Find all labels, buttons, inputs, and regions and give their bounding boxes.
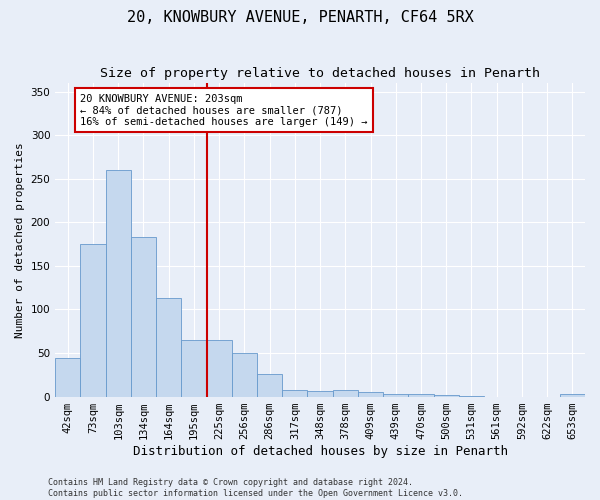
Text: 20 KNOWBURY AVENUE: 203sqm
← 84% of detached houses are smaller (787)
16% of sem: 20 KNOWBURY AVENUE: 203sqm ← 84% of deta… <box>80 94 368 126</box>
Bar <box>80 244 106 396</box>
Bar <box>358 392 383 396</box>
Bar <box>131 237 156 396</box>
Text: Contains HM Land Registry data © Crown copyright and database right 2024.
Contai: Contains HM Land Registry data © Crown c… <box>48 478 463 498</box>
Text: 20, KNOWBURY AVENUE, PENARTH, CF64 5RX: 20, KNOWBURY AVENUE, PENARTH, CF64 5RX <box>127 10 473 25</box>
Bar <box>332 390 358 396</box>
Title: Size of property relative to detached houses in Penarth: Size of property relative to detached ho… <box>100 68 540 80</box>
Bar <box>383 394 409 396</box>
Bar <box>560 394 585 396</box>
Bar <box>282 390 307 396</box>
Bar <box>106 170 131 396</box>
Bar <box>307 392 332 396</box>
Bar <box>257 374 282 396</box>
Bar <box>156 298 181 396</box>
Bar <box>434 395 459 396</box>
Bar <box>232 353 257 397</box>
Y-axis label: Number of detached properties: Number of detached properties <box>15 142 25 338</box>
X-axis label: Distribution of detached houses by size in Penarth: Distribution of detached houses by size … <box>133 444 508 458</box>
Bar <box>55 358 80 397</box>
Bar <box>206 340 232 396</box>
Bar <box>409 394 434 396</box>
Bar <box>181 340 206 396</box>
